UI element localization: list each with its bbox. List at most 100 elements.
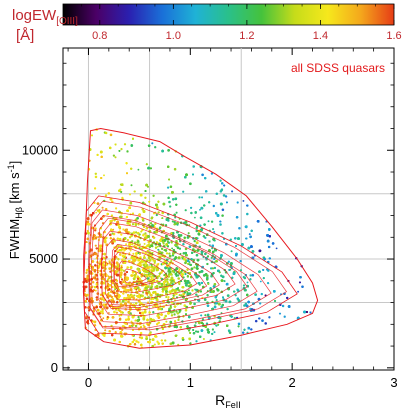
data-point <box>196 330 200 333</box>
data-point <box>171 198 175 201</box>
data-point <box>101 307 104 311</box>
data-point <box>146 277 150 280</box>
data-point <box>152 305 154 308</box>
data-point <box>246 281 249 284</box>
data-point <box>168 252 171 255</box>
data-point <box>166 240 170 243</box>
data-point <box>210 256 213 259</box>
data-point <box>115 207 118 210</box>
data-point <box>136 216 139 220</box>
data-point <box>104 329 107 332</box>
data-point <box>103 257 106 260</box>
data-point <box>248 233 251 236</box>
data-point <box>128 252 131 255</box>
data-point <box>91 281 95 284</box>
data-point <box>142 251 144 254</box>
data-point <box>146 185 150 188</box>
data-point <box>204 314 207 317</box>
data-point <box>157 248 160 251</box>
data-point <box>124 318 128 322</box>
data-point <box>202 337 205 341</box>
data-point <box>85 271 88 274</box>
data-point <box>243 304 246 307</box>
data-point <box>95 211 98 214</box>
data-point <box>219 223 222 226</box>
data-point <box>129 302 133 306</box>
data-point <box>114 288 117 291</box>
data-point <box>175 271 178 274</box>
data-point <box>212 204 216 208</box>
data-point <box>201 173 204 177</box>
data-point <box>94 289 97 292</box>
plot-frame <box>62 47 395 371</box>
data-point <box>117 308 120 312</box>
data-point <box>145 337 148 341</box>
data-point <box>187 232 190 235</box>
data-point <box>86 229 89 233</box>
data-point <box>91 268 95 271</box>
data-point <box>187 289 190 292</box>
data-point <box>121 258 124 262</box>
data-point <box>178 268 181 271</box>
data-point <box>132 252 135 255</box>
data-point <box>236 201 239 204</box>
data-point <box>186 275 190 278</box>
data-point <box>204 252 207 256</box>
data-point <box>186 290 188 293</box>
data-point <box>183 304 187 307</box>
data-point <box>175 211 178 214</box>
data-point <box>138 336 141 339</box>
data-point <box>146 249 150 253</box>
data-point <box>135 340 138 343</box>
data-point <box>144 196 147 199</box>
data-point <box>156 340 159 343</box>
data-point <box>254 293 257 296</box>
data-point <box>215 192 219 195</box>
data-point <box>211 328 215 331</box>
data-point <box>184 209 187 212</box>
data-point <box>170 314 174 317</box>
data-point <box>137 168 140 171</box>
data-point <box>115 301 119 304</box>
data-point <box>221 232 224 235</box>
data-point <box>119 302 123 305</box>
data-point <box>129 249 132 252</box>
data-point <box>278 312 282 315</box>
data-point <box>165 278 169 281</box>
data-point <box>113 310 116 314</box>
data-point <box>199 216 203 220</box>
data-point <box>171 231 175 235</box>
data-point <box>143 273 146 276</box>
data-point <box>152 194 155 197</box>
data-point <box>163 283 166 286</box>
data-point <box>132 338 136 342</box>
data-point <box>110 295 114 299</box>
data-point <box>221 208 225 212</box>
data-point <box>111 327 115 331</box>
data-point <box>179 270 183 274</box>
data-point <box>120 264 123 267</box>
data-point <box>283 315 286 318</box>
data-point <box>107 291 110 294</box>
data-point <box>140 230 143 233</box>
data-point <box>173 293 176 296</box>
data-point <box>193 302 196 306</box>
data-point <box>195 253 199 257</box>
data-point <box>193 216 196 219</box>
data-point <box>128 193 132 196</box>
data-point <box>108 276 112 279</box>
data-point <box>160 284 164 288</box>
data-point <box>242 199 245 202</box>
data-point <box>94 244 97 247</box>
data-point <box>112 154 116 157</box>
data-point <box>109 263 112 266</box>
data-point <box>199 208 201 211</box>
data-point <box>169 205 172 208</box>
data-point <box>206 262 209 266</box>
data-point <box>194 249 197 252</box>
colorbar-tick-label: 0.8 <box>92 30 107 42</box>
data-point <box>169 342 173 346</box>
data-point <box>130 320 133 323</box>
data-point <box>94 264 97 267</box>
data-point <box>107 192 111 195</box>
